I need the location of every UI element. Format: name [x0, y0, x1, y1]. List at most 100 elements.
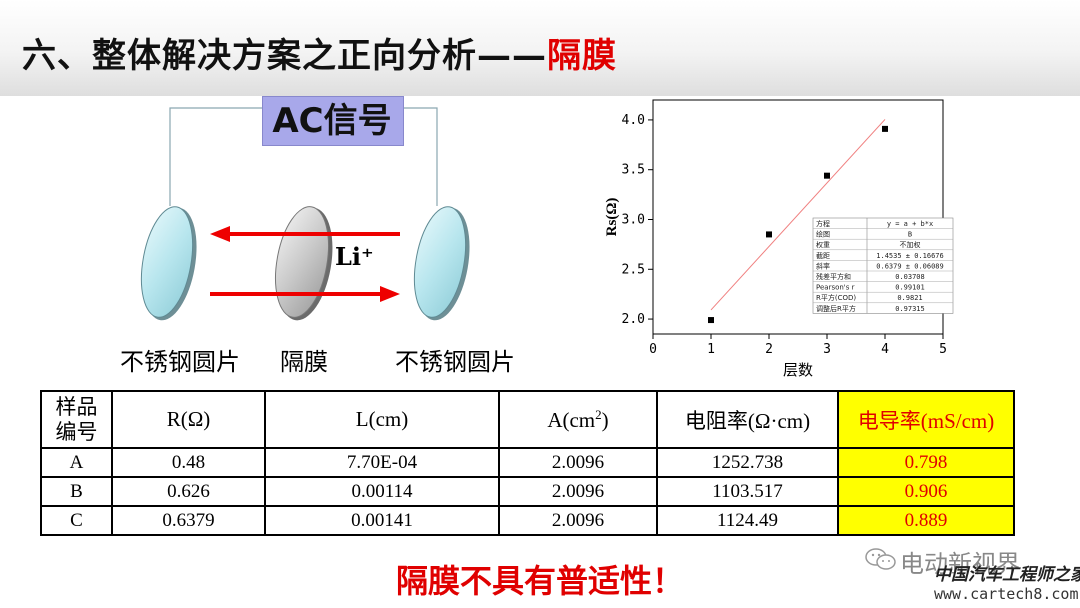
- data-point: [824, 172, 830, 179]
- table-header-row: 样品 编号 R(Ω) L(cm) A(cm2) 电阻率(Ω·cm) 电导率(mS…: [40, 390, 1015, 449]
- header-sample-line2: 编号: [55, 419, 98, 444]
- data-points: [708, 125, 888, 324]
- cell-id: A: [40, 447, 113, 478]
- ion-label: Li⁺: [335, 242, 374, 271]
- fit-table-key: 斜率: [816, 261, 830, 270]
- y-tick-label: 3.5: [622, 163, 645, 178]
- x-tick-label: 5: [939, 342, 947, 357]
- cell-a: 2.0096: [498, 505, 658, 536]
- fit-table-value: 0.03708: [895, 273, 925, 281]
- rs-vs-layers-chart: 0 1 2 3 4 5 2.0 2.5 3.0 3.5 4.0 方程 y = a + b*x 绘图 B 权…: [600, 96, 960, 386]
- cell-l: 0.00114: [264, 476, 500, 507]
- wechat-icon: [865, 548, 896, 570]
- fit-table-value: 0.97315: [895, 305, 925, 313]
- header-a: A(cm2): [498, 390, 658, 449]
- cell-r: 0.48: [111, 447, 266, 478]
- cell-r: 0.626: [111, 476, 266, 507]
- cell-rho: 1252.738: [656, 447, 839, 478]
- fit-table-key: 绘图: [816, 230, 830, 239]
- arrow-left: [210, 226, 400, 242]
- left-disc-label: 不锈钢圆片: [120, 348, 240, 376]
- cell-l: 7.70E-04: [264, 447, 500, 478]
- header-sample-line1: 样品: [55, 394, 98, 419]
- x-tick-label: 3: [823, 342, 831, 357]
- axis-ticks: [648, 119, 944, 339]
- header-a-text: A(cm: [547, 407, 596, 432]
- cell-r: 0.6379: [111, 505, 266, 536]
- fit-table-value: 1.4535 ± 0.16676: [876, 252, 943, 260]
- x-tick-label: 1: [707, 342, 715, 357]
- header-sample: 样品 编号: [40, 390, 113, 449]
- left-wire: [169, 107, 262, 206]
- fit-table-key: 方程: [816, 219, 830, 228]
- y-tick-label: 3.0: [622, 212, 645, 227]
- watermark-url: www.cartech8.com: [934, 585, 1079, 603]
- x-tick-label: 4: [881, 342, 889, 357]
- table-row: B 0.626 0.00114 2.0096 1103.517 0.906: [40, 476, 1015, 507]
- table-row: C 0.6379 0.00141 2.0096 1124.49 0.889: [40, 505, 1015, 536]
- header-conductivity: 电导率(mS/cm): [837, 390, 1015, 449]
- fit-table-value: 0.6379 ± 0.06089: [876, 262, 943, 270]
- y-tick-labels: 2.0 2.5 3.0 3.5 4.0: [622, 113, 645, 327]
- diagram-graphics: [140, 107, 470, 321]
- x-axis-label: 层数: [783, 361, 813, 379]
- x-tick-labels: 0 1 2 3 4 5: [649, 342, 947, 357]
- data-point: [708, 317, 714, 324]
- fit-table-key: Pearson's r: [816, 284, 855, 292]
- fit-table-value: y = a + b*x: [887, 220, 933, 228]
- cell-a: 2.0096: [498, 447, 658, 478]
- x-tick-label: 0: [649, 342, 657, 357]
- ac-signal-label: AC信号: [272, 101, 392, 141]
- header-a-close: ): [601, 407, 609, 432]
- left-steel-disc: [140, 206, 197, 321]
- right-disc-label: 不锈钢圆片: [395, 348, 515, 376]
- title-main: 六、整体解决方案之正向分析——: [22, 36, 547, 76]
- cell-sigma: 0.906: [837, 476, 1015, 507]
- data-point: [882, 125, 888, 132]
- fit-line: [710, 119, 886, 311]
- fit-table-key: 残差平方和: [816, 272, 851, 281]
- conclusion-text: 隔膜不具有普适性！: [395, 562, 684, 600]
- cell-id: B: [40, 476, 113, 507]
- slide-title: 六、整体解决方案之正向分析——隔膜: [22, 28, 617, 77]
- fit-table-value: 0.99101: [895, 284, 925, 292]
- watermark-site-name: 中国汽车工程师之家: [934, 565, 1080, 585]
- cell-id: C: [40, 505, 113, 536]
- fit-table-value: B: [908, 231, 912, 239]
- fit-table-value: 0.9821: [897, 294, 922, 302]
- fit-table-frame: [812, 217, 954, 314]
- fit-table-value: 不加权: [900, 240, 921, 249]
- arrow-right: [210, 286, 400, 302]
- conductivity-table: 样品 编号 R(Ω) L(cm) A(cm2) 电阻率(Ω·cm) 电导率(mS…: [40, 390, 1015, 536]
- y-axis-label: Rs(Ω): [604, 198, 620, 237]
- data-point: [766, 231, 772, 238]
- measurement-diagram: AC信号 Li⁺ 不锈钢圆片 隔膜 不锈钢圆片: [0, 96, 600, 386]
- header-r: R(Ω): [111, 390, 266, 449]
- cell-rho: 1124.49: [656, 505, 839, 536]
- y-tick-label: 2.5: [622, 262, 645, 277]
- y-tick-label: 4.0: [622, 113, 645, 128]
- right-steel-disc: [413, 206, 470, 321]
- watermark-channel: 电动新视界: [900, 550, 1020, 578]
- y-tick-label: 2.0: [622, 312, 645, 327]
- middle-disc-label: 隔膜: [280, 348, 328, 376]
- table-row: A 0.48 7.70E-04 2.0096 1252.738 0.798: [40, 447, 1015, 478]
- header-l: L(cm): [264, 390, 500, 449]
- title-highlight: 隔膜: [547, 36, 617, 76]
- x-tick-label: 2: [765, 342, 773, 357]
- header-a-sup: 2: [595, 406, 602, 422]
- chart-svg: 0 1 2 3 4 5 2.0 2.5 3.0 3.5 4.0 方程 y = a + b*x 绘图 B 权…: [604, 99, 954, 379]
- separator-disc: [275, 206, 333, 321]
- fit-table-key: 权重: [816, 240, 830, 249]
- cell-a: 2.0096: [498, 476, 658, 507]
- cell-rho: 1103.517: [656, 476, 839, 507]
- cell-sigma: 0.798: [837, 447, 1015, 478]
- ac-signal-box: [262, 96, 404, 146]
- header-resistivity: 电阻率(Ω·cm): [656, 390, 839, 449]
- right-wire: [402, 107, 438, 206]
- fit-table-key: 截距: [816, 251, 830, 260]
- title-bar: 六、整体解决方案之正向分析——隔膜: [0, 0, 1080, 96]
- fit-table-key: 调整后R平方: [816, 304, 856, 313]
- fit-table-key: R平方(COD): [816, 293, 856, 302]
